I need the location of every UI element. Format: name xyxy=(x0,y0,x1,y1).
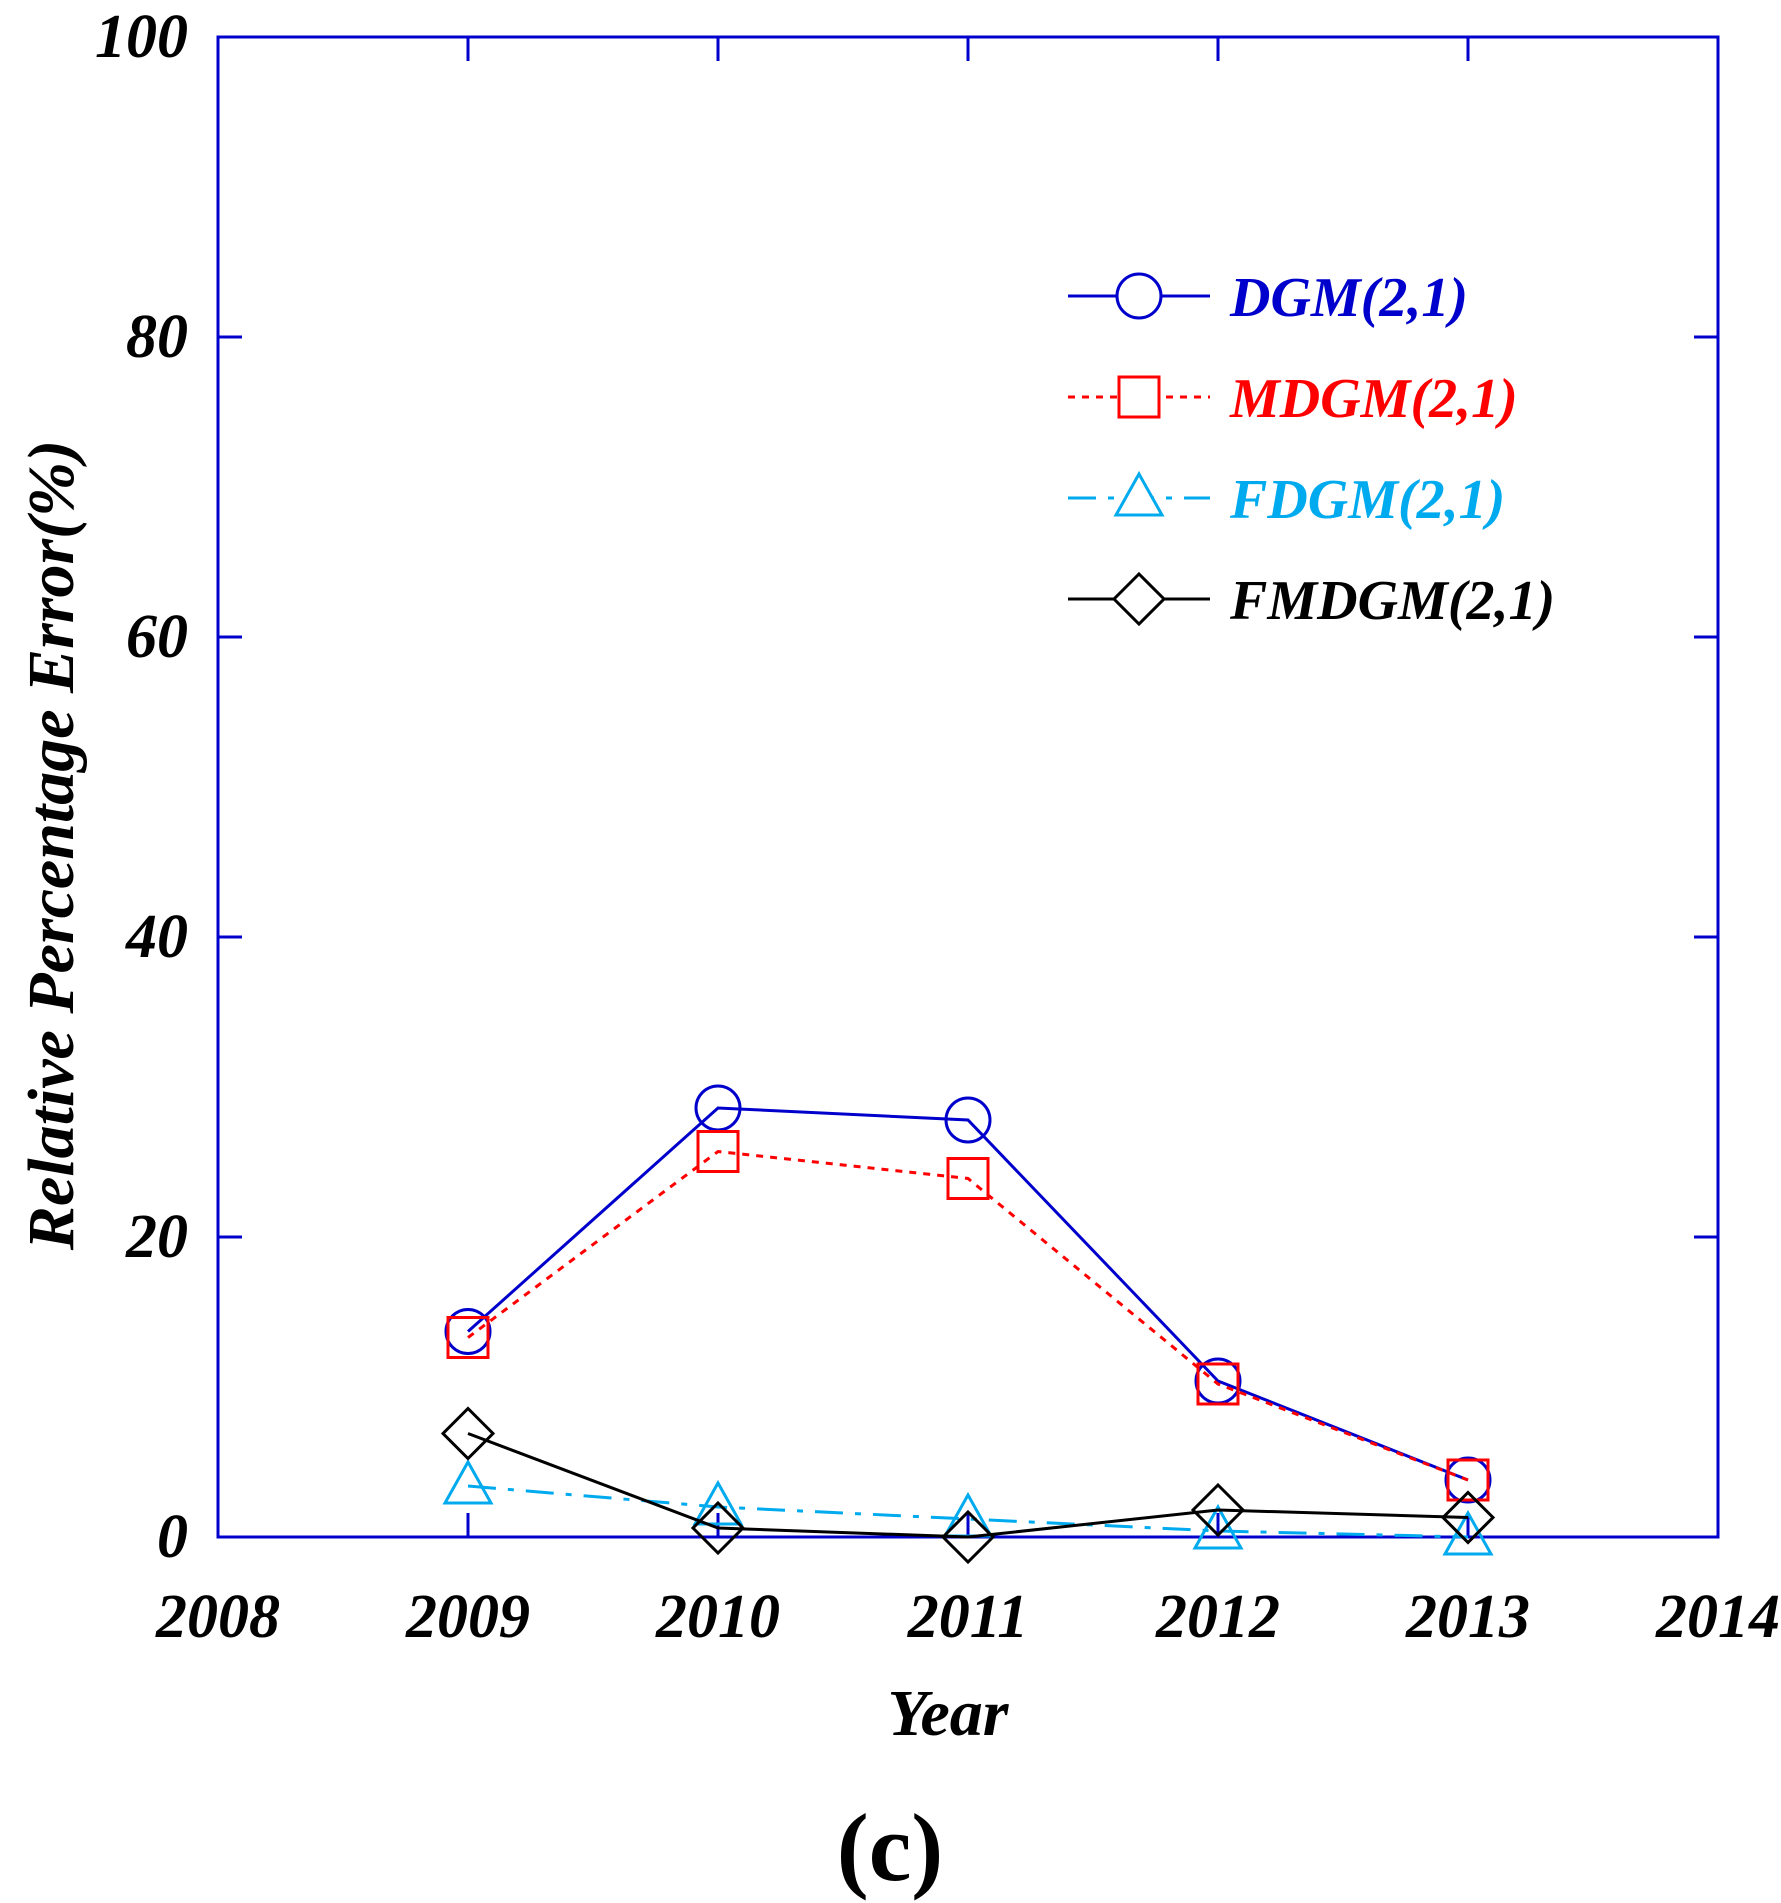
data-point xyxy=(1192,1503,1244,1550)
data-point xyxy=(1446,1458,1490,1502)
y-tick-label: 40 xyxy=(125,903,188,971)
legend-marker xyxy=(1115,272,1163,320)
legend-label: FMDGM(2,1) xyxy=(1229,570,1555,632)
panel-label: (c) xyxy=(837,1794,944,1901)
data-point xyxy=(1442,1509,1494,1556)
x-tick-label: 2013 xyxy=(1405,1583,1530,1651)
series-fmdgm-2-1- xyxy=(440,1406,1496,1565)
series-line xyxy=(467,1484,1469,1539)
x-tick-label: 2008 xyxy=(155,1583,280,1651)
data-point xyxy=(946,1157,990,1200)
data-point xyxy=(1440,1490,1496,1545)
legend-marker xyxy=(1117,375,1161,419)
x-tick-label: 2012 xyxy=(1155,1583,1280,1651)
legend-label: DGM(2,1) xyxy=(1229,267,1468,329)
y-tick-label: 0 xyxy=(157,1503,188,1571)
y-tick-label: 20 xyxy=(125,1203,188,1271)
x-tick-label: 2014 xyxy=(1655,1583,1780,1651)
legend-item: FDGM(2,1) xyxy=(1068,469,1505,531)
legend-item: MDGM(2,1) xyxy=(1068,368,1518,430)
axis-ticks: 0 20 40 60 80 100 2008 2009 2010 2011 2012 2013 2014 xyxy=(95,3,1780,1651)
data-point xyxy=(1444,1456,1492,1504)
legend-item: FMDGM(2,1) xyxy=(1068,570,1555,632)
legend-marker xyxy=(1111,571,1167,627)
x-tick-label: 2010 xyxy=(655,1583,780,1651)
series-line xyxy=(467,1106,1469,1482)
x-tick-label: 2011 xyxy=(907,1583,1029,1651)
data-point xyxy=(1196,1362,1240,1406)
series-dgm-2-1- xyxy=(444,1084,1492,1504)
series-line xyxy=(467,1432,1469,1539)
data-point xyxy=(940,1509,996,1565)
data-point xyxy=(692,1479,744,1526)
data-point xyxy=(690,1500,746,1556)
legend-label: FDGM(2,1) xyxy=(1229,469,1505,531)
series-line xyxy=(467,1149,1469,1482)
plot-frame xyxy=(216,35,1720,1539)
data-point xyxy=(440,1406,496,1461)
legend-marker xyxy=(1113,470,1165,517)
series-layer xyxy=(440,1084,1496,1565)
y-tick-label: 80 xyxy=(126,303,188,371)
legend-label: MDGM(2,1) xyxy=(1229,368,1518,430)
y-tick-label: 100 xyxy=(95,3,188,71)
series-fdgm-2-1- xyxy=(442,1458,1494,1556)
series-mdgm-2-1- xyxy=(446,1130,1490,1502)
x-tick-label: 2009 xyxy=(405,1583,530,1651)
data-point xyxy=(444,1308,492,1355)
legend: DGM(2,1) MDGM(2,1) FDGM(2,1) FMDGM(2,1) xyxy=(1068,267,1555,632)
legend-item: DGM(2,1) xyxy=(1068,267,1468,329)
data-point xyxy=(442,1458,494,1505)
y-axis-title: Relative Percentage Error(%) xyxy=(15,440,88,1251)
data-point xyxy=(446,1316,490,1359)
data-point xyxy=(944,1096,992,1144)
x-axis-title: Year xyxy=(888,1677,1010,1750)
data-point xyxy=(1190,1482,1246,1538)
data-point xyxy=(696,1130,740,1173)
y-tick-label: 60 xyxy=(126,603,188,671)
